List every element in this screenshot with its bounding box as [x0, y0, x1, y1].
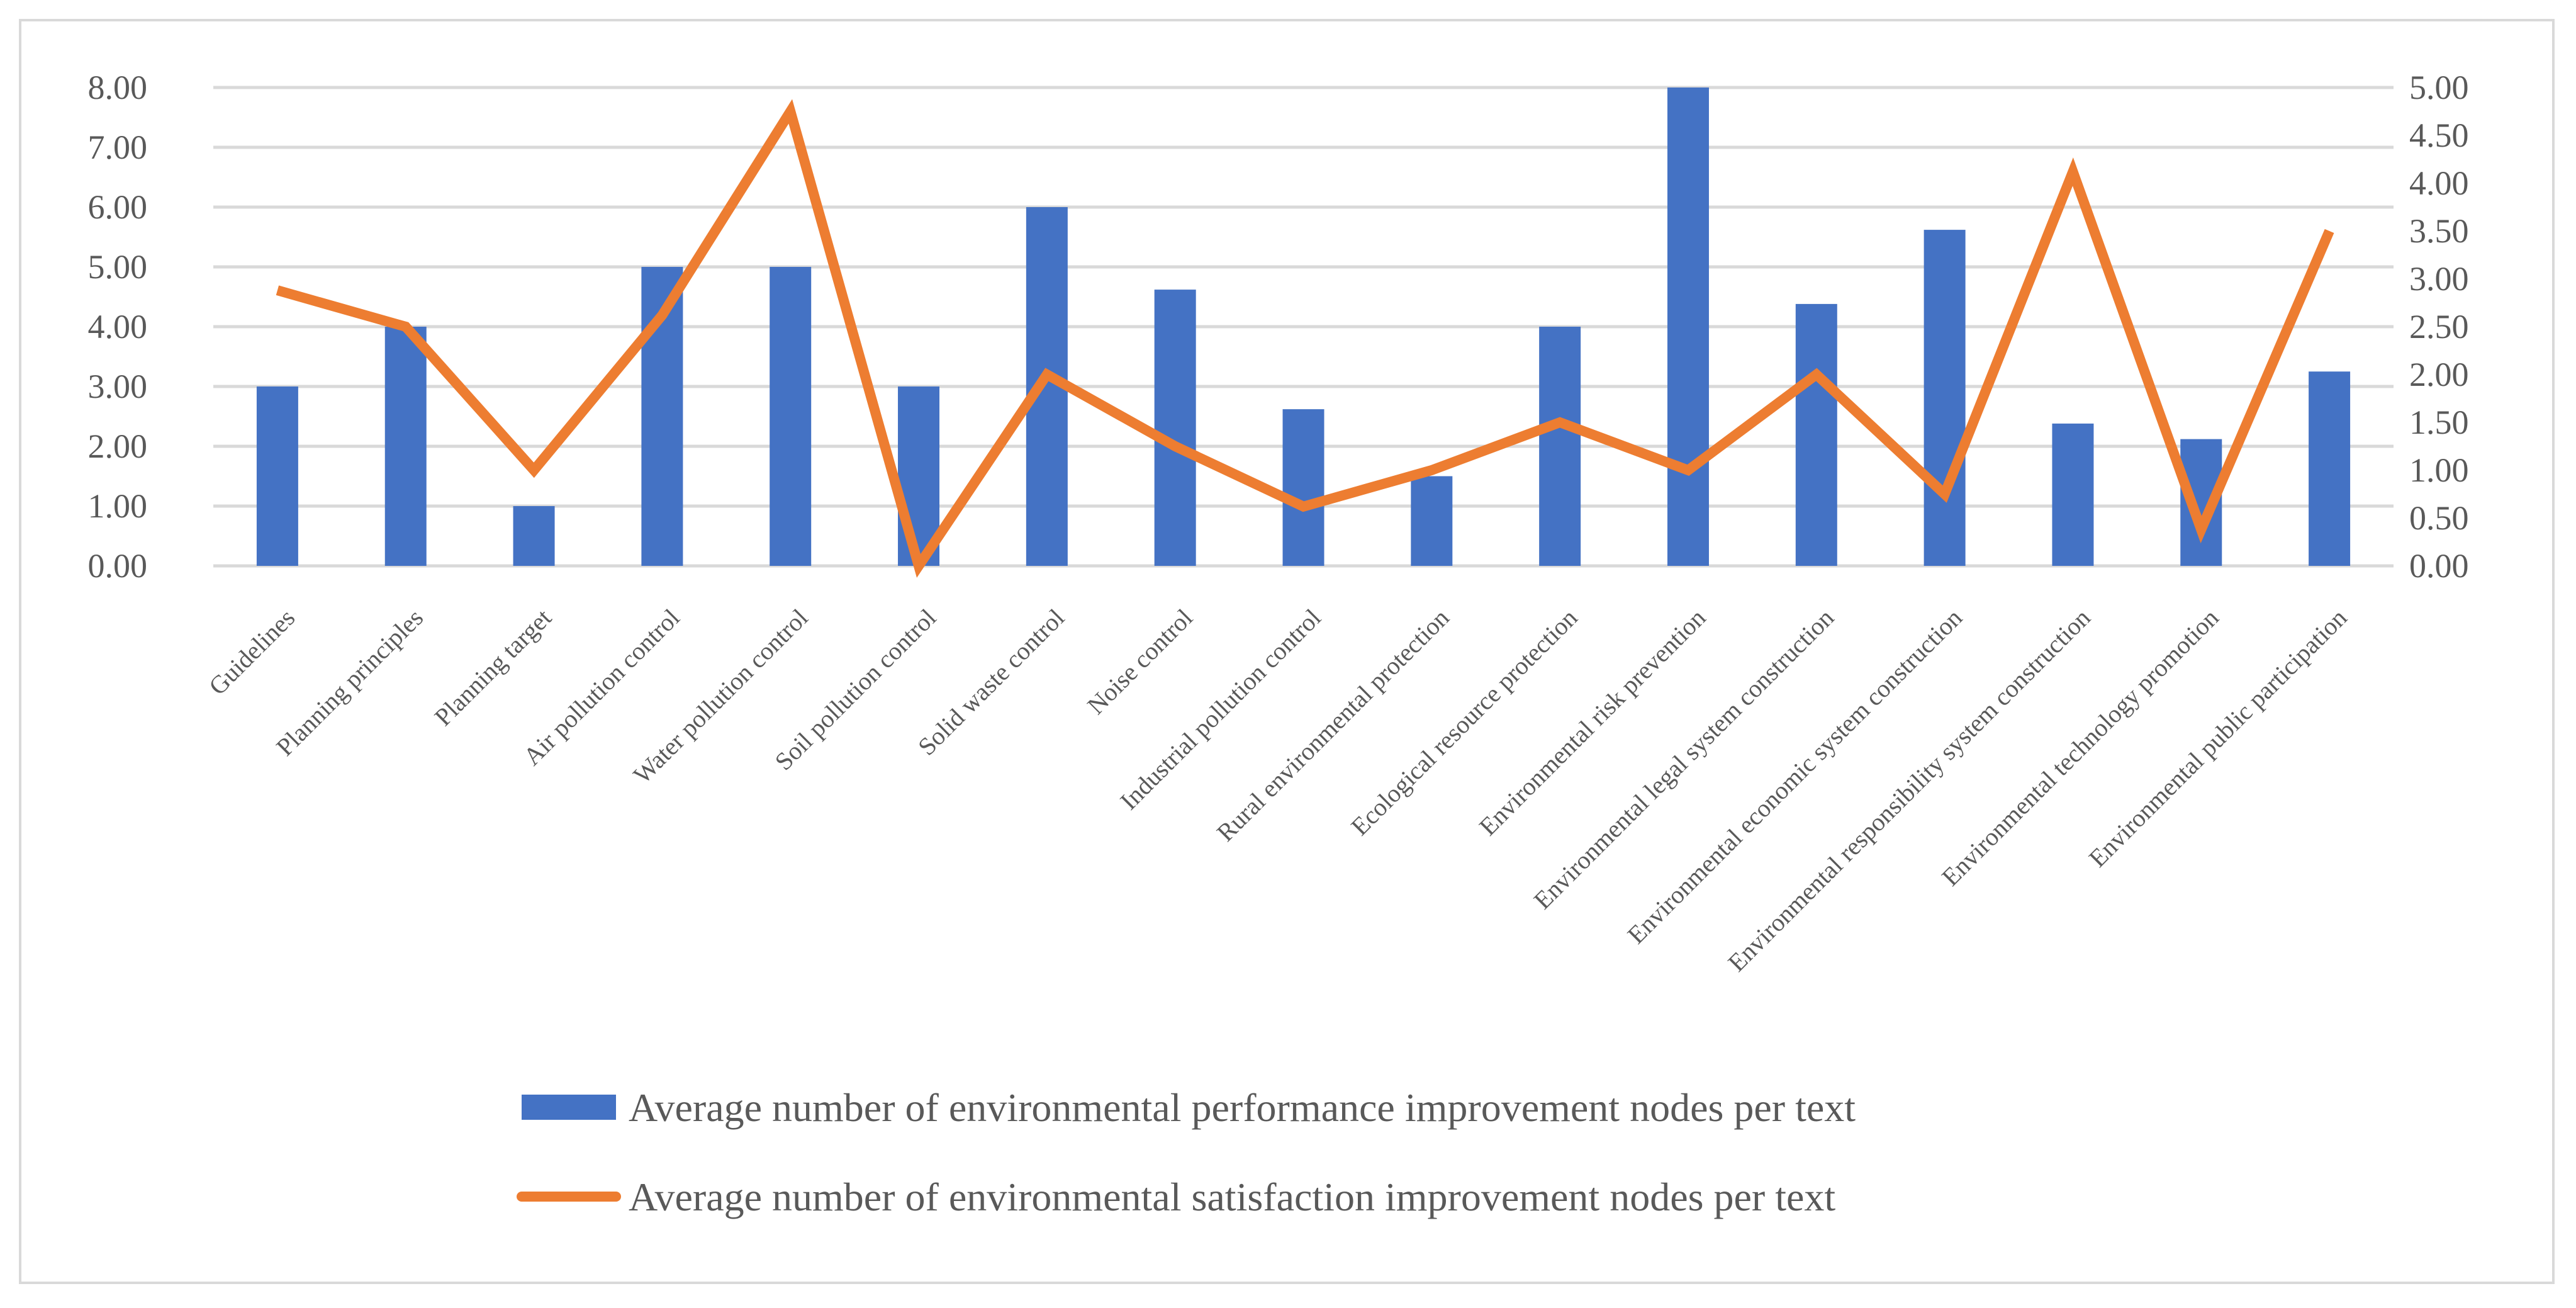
- chart-frame: 0.00 1.00 2.00 3.00 4.00 5.00 6.00 7.00 8.00 0.0…: [19, 19, 2555, 1284]
- right-tick-label: 4.00: [2409, 164, 2469, 202]
- bar: [2309, 371, 2351, 566]
- bar: [1795, 303, 1837, 566]
- category-label: Ecological resource protection: [1345, 604, 1582, 841]
- left-tick-label: 5.00: [88, 248, 148, 286]
- bar: [513, 506, 555, 566]
- right-tick-label: 1.50: [2409, 403, 2469, 441]
- bar: [898, 386, 940, 566]
- right-tick-label: 5.00: [2409, 69, 2469, 106]
- left-tick-label: 4.00: [88, 308, 148, 346]
- right-axis-tick-labels: 0.00 0.50 1.00 1.50 2.00 2.50 3.00 3.50 4.00 4.50…: [2409, 69, 2469, 585]
- right-tick-label: 3.50: [2409, 212, 2469, 250]
- bar: [770, 267, 812, 566]
- left-tick-label: 2.00: [88, 427, 148, 465]
- bar: [384, 327, 427, 566]
- chart-svg: 0.00 1.00 2.00 3.00 4.00 5.00 6.00 7.00 8.00 0.0…: [88, 69, 2469, 1219]
- left-tick-label: 8.00: [88, 69, 148, 106]
- right-tick-label: 0.50: [2409, 499, 2469, 537]
- gridlines: [213, 86, 2394, 568]
- legend-bar-swatch: [522, 1095, 616, 1120]
- category-label: Environmental risk prevention: [1474, 604, 1711, 841]
- legend-line-label: Average number of environmental satisfac…: [629, 1175, 1835, 1219]
- left-axis-tick-labels: 0.00 1.00 2.00 3.00 4.00 5.00 6.00 7.00 8.00: [88, 69, 148, 585]
- bar: [2052, 423, 2094, 566]
- bar: [1282, 409, 1324, 566]
- category-label: Guidelines: [203, 604, 300, 701]
- category-label: Environmental public participation: [2083, 604, 2353, 873]
- category-label: Noise control: [1082, 604, 1198, 720]
- category-label: Environmental technology promotion: [1936, 604, 2224, 892]
- bar: [1667, 87, 1709, 566]
- bar: [1539, 327, 1581, 566]
- bar-series: [256, 87, 2351, 567]
- right-tick-label: 1.00: [2409, 451, 2469, 489]
- bar: [256, 386, 298, 566]
- right-tick-label: 2.00: [2409, 356, 2469, 393]
- category-label: Planning target: [429, 604, 557, 731]
- left-tick-label: 3.00: [88, 368, 148, 405]
- bar: [1924, 230, 1966, 567]
- left-tick-label: 6.00: [88, 188, 148, 226]
- bar: [1154, 290, 1196, 566]
- category-label: Rural environmental protection: [1211, 604, 1455, 847]
- right-tick-label: 4.50: [2409, 116, 2469, 154]
- bar: [1411, 476, 1453, 566]
- legend: Average number of environmental performa…: [517, 1085, 1856, 1219]
- right-tick-label: 3.00: [2409, 260, 2469, 298]
- left-tick-label: 7.00: [88, 128, 148, 166]
- right-tick-label: 0.00: [2409, 547, 2469, 585]
- right-tick-label: 2.50: [2409, 308, 2469, 346]
- left-tick-label: 1.00: [88, 487, 148, 525]
- legend-bar-label: Average number of environmental performa…: [629, 1085, 1856, 1130]
- line-series: [276, 99, 2334, 578]
- left-tick-label: 0.00: [88, 547, 148, 585]
